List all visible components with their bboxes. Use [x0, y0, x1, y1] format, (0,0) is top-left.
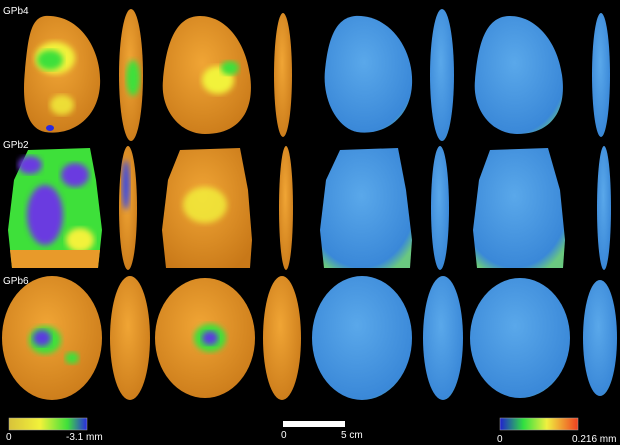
left-colorbar-max: -3.1 mm: [66, 432, 103, 443]
pebble-deviation-side-2: [279, 146, 293, 270]
pebble-roughness-side: [431, 146, 449, 270]
scale-bar-start: 0: [281, 430, 287, 441]
pebble-roughness-side-2: [583, 280, 617, 396]
pebble-roughness-front: [324, 15, 413, 133]
left-colorbar: [8, 417, 88, 431]
row-gpb2: [8, 146, 611, 270]
left-colorbar-min: 0: [6, 432, 12, 443]
pebble-roughness-front: [312, 276, 412, 400]
pebble-roughness-side-2: [597, 146, 611, 270]
pebble-deviation-side-2: [274, 13, 292, 137]
pebble-roughness-back: [474, 16, 563, 134]
pebble-deviation-side-2: [263, 276, 301, 400]
row-gpb6: [2, 276, 617, 400]
scale-bar: [283, 421, 345, 427]
pebble-roughness-back: [473, 148, 565, 268]
pebble-deviation-front: [24, 15, 101, 133]
row-label: GPb2: [3, 140, 29, 151]
scale-bar-end: 5 cm: [341, 430, 363, 441]
right-colorbar: [499, 417, 579, 431]
row-label: GPb4: [3, 6, 29, 17]
row-gpb4: [24, 9, 610, 141]
pebble-roughness-front: [320, 148, 412, 268]
pebble-roughness-side-2: [592, 13, 610, 137]
row-label: GPb6: [3, 276, 29, 287]
pebble-roughness-side: [423, 276, 463, 400]
right-colorbar-max: 0.216 mm: [572, 434, 617, 445]
right-colorbar-min: 0: [497, 434, 503, 445]
pebble-roughness-side: [430, 9, 454, 141]
pebble-deviation-side: [110, 276, 150, 400]
pebble-roughness-back: [470, 278, 570, 398]
